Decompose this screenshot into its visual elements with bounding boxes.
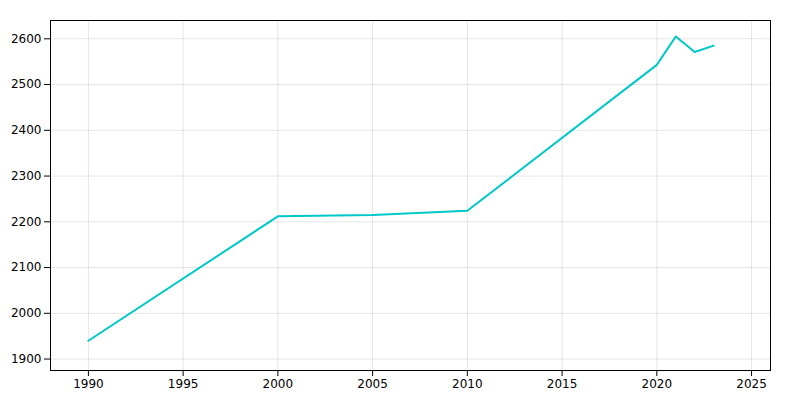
svg-text:2005: 2005 (357, 377, 388, 391)
svg-text:2400: 2400 (11, 123, 42, 137)
svg-text:2025: 2025 (736, 377, 767, 391)
svg-text:2500: 2500 (11, 77, 42, 91)
svg-text:2020: 2020 (642, 377, 673, 391)
svg-text:2600: 2600 (11, 32, 42, 46)
svg-text:2100: 2100 (11, 260, 42, 274)
svg-text:2015: 2015 (547, 377, 578, 391)
svg-text:1995: 1995 (168, 377, 199, 391)
svg-text:2000: 2000 (263, 377, 294, 391)
svg-text:1900: 1900 (11, 352, 42, 366)
svg-text:2300: 2300 (11, 169, 42, 183)
svg-text:2010: 2010 (452, 377, 483, 391)
svg-text:2000: 2000 (11, 306, 42, 320)
svg-text:1990: 1990 (73, 377, 104, 391)
svg-text:2200: 2200 (11, 215, 42, 229)
